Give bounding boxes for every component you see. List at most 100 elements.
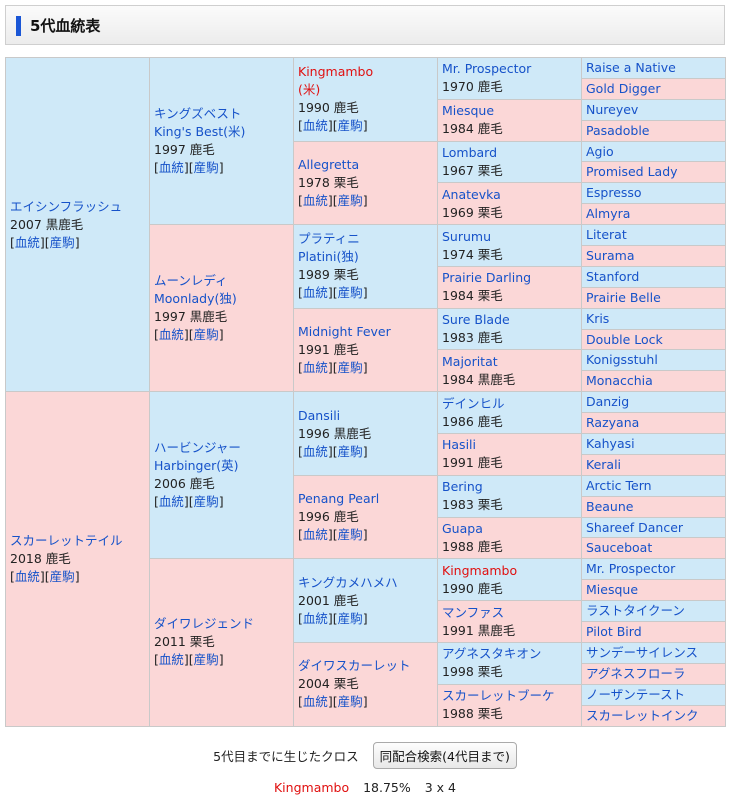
horse-name[interactable]: Surama	[586, 247, 635, 263]
horse-name[interactable]: Konigsstuhl	[586, 352, 658, 368]
horse-name[interactable]: Danzig	[586, 394, 630, 410]
foals-link[interactable]: 産駒	[337, 443, 363, 459]
horse-name[interactable]: ラストタイクーン	[586, 603, 685, 619]
foals-link[interactable]: 産駒	[337, 359, 363, 375]
pedigree-link[interactable]: 血統	[158, 160, 184, 176]
horse-name[interactable]: Almyra	[586, 206, 631, 222]
horse-name[interactable]: ノーザンテースト	[586, 686, 686, 702]
horse-name[interactable]: Dansili	[298, 407, 341, 423]
cross-horse-link[interactable]: Kingmambo	[273, 780, 350, 795]
horse-name[interactable]: Prairie Belle	[586, 289, 661, 305]
horse-name[interactable]: Mr. Prospector	[586, 561, 676, 577]
pedigree-link[interactable]: 血統	[158, 327, 184, 343]
horse-name[interactable]: Penang Pearl	[298, 491, 380, 507]
foals-link[interactable]: 産駒	[337, 527, 363, 543]
horse-name[interactable]: Arctic Tern	[586, 477, 652, 493]
horse-name[interactable]: アグネスタキオン	[442, 646, 542, 662]
horse-name[interactable]: Lombard	[442, 144, 498, 160]
horse-name[interactable]: Allegretta	[298, 156, 360, 172]
pedigree-link[interactable]: 血統	[14, 234, 40, 250]
horse-name[interactable]: サンデーサイレンス	[586, 644, 699, 660]
horse-name[interactable]: Espresso	[586, 185, 642, 201]
horse-name[interactable]: Promised Lady	[586, 164, 678, 180]
horse-name[interactable]: Midnight Fever	[298, 323, 391, 339]
foals-link[interactable]: 産駒	[193, 494, 219, 510]
horse-name-secondary[interactable]: King's Best(米)	[154, 124, 246, 140]
horse-name[interactable]: スカーレットブーケ	[442, 688, 555, 704]
horse-name[interactable]: プラティニ	[298, 231, 360, 247]
foals-link[interactable]: 産駒	[193, 327, 219, 343]
horse-name[interactable]: Hasili	[442, 437, 476, 453]
foals-link[interactable]: 産駒	[337, 192, 363, 208]
pedigree-link[interactable]: 血統	[14, 568, 40, 584]
horse-name[interactable]: ハービンジャー	[154, 440, 241, 456]
pedigree-link[interactable]: 血統	[302, 527, 328, 543]
horse-name[interactable]: デインヒル	[442, 395, 505, 411]
horse-name[interactable]: Beaune	[586, 498, 634, 514]
foals-link[interactable]: 産駒	[193, 160, 219, 176]
foals-link[interactable]: 産駒	[337, 285, 363, 301]
horse-name[interactable]: Sauceboat	[586, 540, 653, 556]
horse-name[interactable]: Agio	[586, 143, 614, 159]
pedigree-link[interactable]: 血統	[158, 494, 184, 510]
horse-name-secondary[interactable]: Moonlady(独)	[154, 291, 237, 307]
foals-link[interactable]: 産駒	[193, 652, 219, 668]
horse-name[interactable]: Shareef Dancer	[586, 519, 684, 535]
horse-cell-gen5: Razyana	[581, 412, 726, 435]
pedigree-link[interactable]: 血統	[158, 652, 184, 668]
horse-name[interactable]: エイシンフラッシュ	[10, 198, 123, 214]
horse-name[interactable]: Miesque	[586, 582, 639, 598]
pedigree-link[interactable]: 血統	[302, 694, 328, 710]
horse-name[interactable]: Kingmambo	[442, 562, 518, 578]
horse-name[interactable]: Pilot Bird	[586, 623, 642, 639]
pedigree-link[interactable]: 血統	[302, 118, 328, 134]
horse-name[interactable]: ダイワレジェンド	[154, 616, 255, 632]
foals-link[interactable]: 産駒	[49, 568, 75, 584]
horse-name[interactable]: Surumu	[442, 228, 492, 244]
horse-name[interactable]: ダイワスカーレット	[298, 658, 411, 674]
horse-name[interactable]: Majoritat	[442, 353, 498, 369]
horse-name[interactable]: Literat	[586, 227, 627, 243]
horse-name[interactable]: Kris	[586, 310, 610, 326]
horse-name-secondary[interactable]: (米)	[298, 82, 321, 98]
same-breeding-search-button[interactable]: 同配合検索(4代目まで)	[372, 742, 517, 769]
horse-name[interactable]: Monacchia	[586, 373, 653, 389]
horse-name[interactable]: Anatevka	[442, 186, 501, 202]
horse-name[interactable]: Miesque	[442, 103, 495, 119]
foals-link[interactable]: 産駒	[49, 234, 75, 250]
horse-name[interactable]: Nureyev	[586, 101, 639, 117]
horse-name[interactable]: Pasadoble	[586, 122, 650, 138]
horse-name[interactable]: アグネスフローラ	[586, 665, 686, 681]
foals-link[interactable]: 産駒	[337, 610, 363, 626]
horse-name[interactable]: Guapa	[442, 520, 483, 536]
horse-name[interactable]: Razyana	[586, 415, 640, 431]
horse-name-secondary[interactable]: Harbinger(英)	[154, 458, 239, 474]
horse-name-secondary[interactable]: Platini(独)	[298, 249, 359, 265]
pedigree-row: Surama	[6, 245, 726, 267]
horse-name[interactable]: マンファス	[442, 604, 505, 620]
pedigree-link[interactable]: 血統	[302, 192, 328, 208]
horse-name[interactable]: Sure Blade	[442, 312, 510, 328]
horse-name[interactable]: Bering	[442, 479, 483, 495]
horse-name[interactable]: スカーレットテイル	[10, 532, 123, 548]
pedigree-link[interactable]: 血統	[302, 285, 328, 301]
horse-name[interactable]: キングズベスト	[154, 106, 242, 122]
horse-name[interactable]: Prairie Darling	[442, 270, 532, 286]
horse-name[interactable]: スカーレットインク	[586, 707, 699, 723]
horse-name[interactable]: Mr. Prospector	[442, 61, 532, 77]
horse-name[interactable]: Double Lock	[586, 331, 663, 347]
pedigree-row: Pasadoble	[6, 119, 726, 142]
foals-link[interactable]: 産駒	[337, 694, 363, 710]
pedigree-link[interactable]: 血統	[302, 443, 328, 459]
horse-name[interactable]: Raise a Native	[586, 59, 676, 75]
pedigree-link[interactable]: 血統	[302, 359, 328, 375]
horse-name[interactable]: Kahyasi	[586, 435, 635, 451]
pedigree-link[interactable]: 血統	[302, 610, 328, 626]
horse-name[interactable]: Kerali	[586, 456, 622, 472]
horse-name[interactable]: ムーンレディ	[154, 273, 228, 289]
horse-name[interactable]: Stanford	[586, 268, 640, 284]
foals-link[interactable]: 産駒	[337, 118, 363, 134]
horse-name[interactable]: Kingmambo	[298, 64, 374, 80]
horse-name[interactable]: キングカメハメハ	[298, 574, 398, 590]
horse-name[interactable]: Gold Digger	[586, 80, 661, 96]
